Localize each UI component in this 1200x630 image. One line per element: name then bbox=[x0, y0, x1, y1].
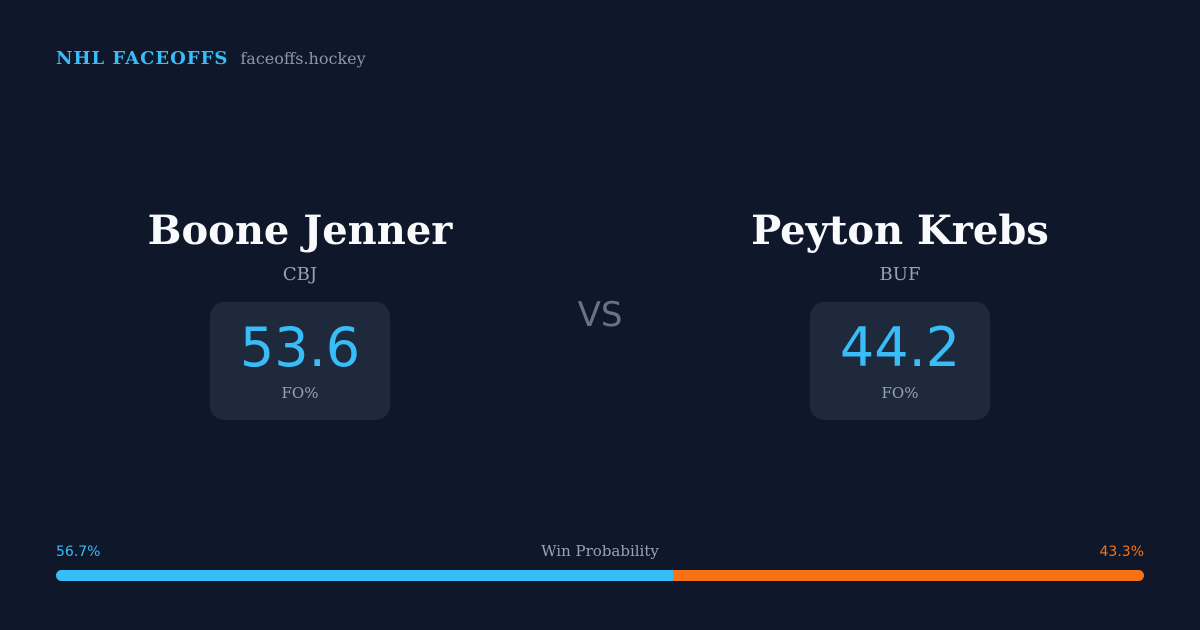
win-probability-right-value: 43.3% bbox=[1099, 544, 1144, 560]
win-probability-bar bbox=[56, 570, 1144, 581]
brand-domain: faceoffs.hockey bbox=[240, 49, 366, 68]
player-right-fo-value: 44.2 bbox=[839, 316, 961, 379]
win-probability-labels: 56.7% Win Probability 43.3% bbox=[56, 542, 1144, 562]
win-probability: 56.7% Win Probability 43.3% bbox=[56, 542, 1144, 581]
player-right-stat-card: 44.2 FO% bbox=[809, 302, 991, 420]
vs-label: VS bbox=[577, 295, 623, 335]
win-probability-bar-right bbox=[672, 570, 1144, 581]
player-right-fo-label: FO% bbox=[881, 384, 919, 402]
player-right-name: Peyton Krebs bbox=[751, 207, 1049, 254]
brand-name: NHL FACEOFFS bbox=[56, 48, 229, 69]
player-right-panel: Peyton Krebs BUF 44.2 FO% bbox=[690, 206, 1110, 420]
player-left-name: Boone Jenner bbox=[147, 207, 453, 254]
player-right-team: BUF bbox=[879, 264, 921, 285]
brand-header: NHL FACEOFFS faceoffs.hockey bbox=[56, 48, 366, 69]
win-probability-bar-left bbox=[56, 570, 673, 581]
player-left-fo-label: FO% bbox=[281, 384, 319, 402]
player-left-team: CBJ bbox=[282, 264, 318, 285]
player-left-stat-card: 53.6 FO% bbox=[209, 302, 391, 420]
win-probability-left-value: 56.7% bbox=[56, 544, 101, 560]
win-probability-label: Win Probability bbox=[541, 542, 659, 560]
player-left-fo-value: 53.6 bbox=[239, 316, 361, 379]
player-left-panel: Boone Jenner CBJ 53.6 FO% bbox=[90, 206, 510, 420]
